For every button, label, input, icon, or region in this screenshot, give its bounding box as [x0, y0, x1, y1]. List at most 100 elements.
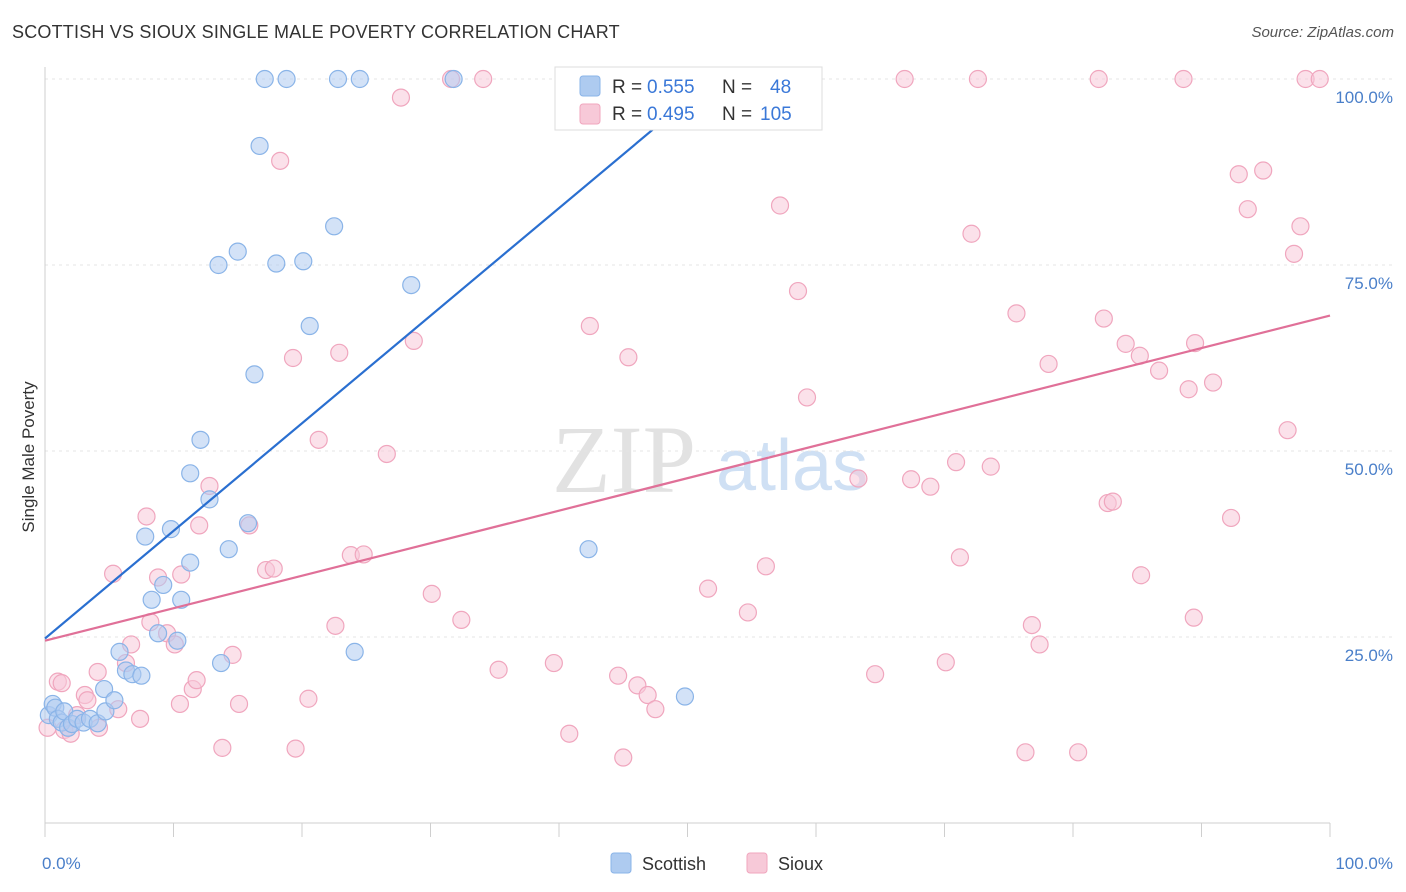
scottish-point-38 — [267, 254, 286, 273]
sioux-point-36 — [309, 430, 328, 449]
sioux-point-96 — [1229, 165, 1248, 184]
sioux-point-49 — [544, 653, 563, 673]
scottish-point-45 — [350, 69, 369, 89]
scottish-point-46 — [402, 275, 421, 295]
scottish-series — [39, 69, 695, 737]
scottish-point-48 — [579, 540, 598, 559]
sioux-point-97 — [1238, 200, 1257, 219]
x-tick-label-min: 0.0% — [42, 854, 81, 873]
scottish-point-23 — [161, 520, 181, 539]
legend-scottish-swatch — [579, 75, 601, 97]
sioux-point-68 — [901, 470, 921, 489]
scottish-point-26 — [181, 553, 200, 572]
source-label: Source: ZipAtlas.com — [1251, 24, 1394, 41]
legend-sioux-swatch — [579, 103, 601, 125]
sioux-point-56 — [638, 685, 657, 705]
sioux-point-70 — [936, 653, 955, 672]
scottish-point-22 — [154, 575, 173, 595]
scottish-trend-line — [44, 78, 714, 640]
sioux-point-91 — [1179, 380, 1198, 399]
sioux-point-65 — [849, 469, 868, 488]
sioux-point-44 — [422, 584, 441, 603]
bottom-legend-sioux-label: Sioux — [778, 854, 823, 874]
sioux-point-24 — [190, 516, 209, 535]
sioux-point-59 — [698, 579, 718, 598]
sioux-point-86 — [1116, 334, 1135, 353]
y-tick-label-100: 100.0% — [1335, 88, 1393, 107]
sioux-point-48 — [489, 660, 508, 679]
sioux-point-41 — [377, 444, 396, 464]
bottom-legend-sioux-swatch — [746, 852, 768, 874]
series-legend: Scottish Sioux — [610, 852, 823, 874]
sioux-point-89 — [1149, 361, 1169, 380]
legend-sioux-n-value: 105 — [760, 104, 792, 125]
scottish-point-42 — [325, 217, 344, 236]
scottish-point-44 — [345, 642, 364, 661]
sioux-trend-line — [44, 314, 1331, 642]
sioux-point-63 — [788, 281, 808, 301]
sioux-point-94 — [1203, 373, 1223, 392]
sioux-point-67 — [895, 69, 914, 89]
sioux-point-10 — [104, 564, 123, 583]
scottish-point-40 — [294, 252, 313, 271]
sioux-point-100 — [1284, 244, 1304, 263]
scottish-point-20 — [142, 590, 161, 609]
scottish-point-43 — [328, 69, 348, 89]
sioux-point-90 — [1174, 69, 1193, 89]
y-tick-label-75: 75.0% — [1345, 274, 1393, 293]
scottish-point-21 — [148, 624, 168, 643]
scottish-point-39 — [277, 69, 296, 89]
sioux-point-66 — [866, 665, 885, 684]
sioux-point-38 — [330, 343, 349, 362]
sioux-point-14 — [130, 709, 150, 728]
sioux-point-60 — [738, 603, 757, 622]
sioux-point-79 — [1030, 635, 1049, 654]
scottish-point-35 — [245, 365, 264, 384]
sioux-point-78 — [1022, 615, 1041, 635]
sioux-point-72 — [950, 548, 970, 567]
sioux-point-47 — [474, 69, 493, 89]
scottish-point-19 — [136, 527, 155, 546]
sioux-point-51 — [580, 316, 599, 336]
sioux-point-31 — [264, 559, 283, 578]
scottish-point-33 — [228, 242, 247, 261]
sioux-point-35 — [299, 689, 318, 708]
sioux-point-99 — [1278, 421, 1297, 440]
sioux-point-75 — [981, 457, 1000, 476]
watermark-zip: ZIP — [552, 406, 696, 513]
scottish-point-27 — [181, 464, 200, 483]
scottish-point-30 — [209, 255, 228, 275]
sioux-point-85 — [1103, 492, 1122, 511]
sioux-point-92 — [1184, 608, 1203, 627]
sioux-point-61 — [756, 557, 775, 576]
sioux-point-62 — [770, 196, 790, 215]
scottish-point-36 — [255, 69, 274, 89]
sioux-point-93 — [1185, 334, 1205, 353]
sioux-point-32 — [271, 151, 290, 170]
legend-scottish-n-label: N = — [722, 77, 752, 98]
scottish-point-31 — [211, 653, 231, 673]
sioux-point-20 — [170, 694, 190, 714]
bottom-legend-scottish-label: Scottish — [642, 854, 706, 874]
x-tick-label-max: 100.0% — [1335, 854, 1393, 873]
trend-lines — [44, 78, 1331, 642]
sioux-point-50 — [560, 724, 579, 743]
scottish-point-49 — [675, 687, 695, 706]
sioux-point-88 — [1132, 566, 1151, 585]
sioux-point-69 — [921, 477, 940, 496]
sioux-point-71 — [946, 453, 966, 472]
sioux-point-2 — [52, 674, 71, 693]
legend-sioux-r-label: R = — [612, 104, 642, 125]
y-axis-label: Single Male Poverty — [19, 381, 38, 533]
chart-title: SCOTTISH VS SIOUX SINGLE MALE POVERTY CO… — [12, 22, 620, 42]
sioux-point-15 — [137, 507, 156, 526]
sioux-point-34 — [286, 739, 305, 758]
scottish-point-28 — [191, 430, 210, 449]
sioux-point-101 — [1291, 217, 1310, 236]
sioux-point-82 — [1089, 69, 1108, 89]
sioux-point-64 — [797, 388, 817, 407]
sioux-point-28 — [229, 694, 249, 714]
correlation-legend: R = 0.555 N = 48 R = 0.495 N = 105 — [554, 66, 823, 131]
scottish-point-15 — [110, 642, 129, 661]
